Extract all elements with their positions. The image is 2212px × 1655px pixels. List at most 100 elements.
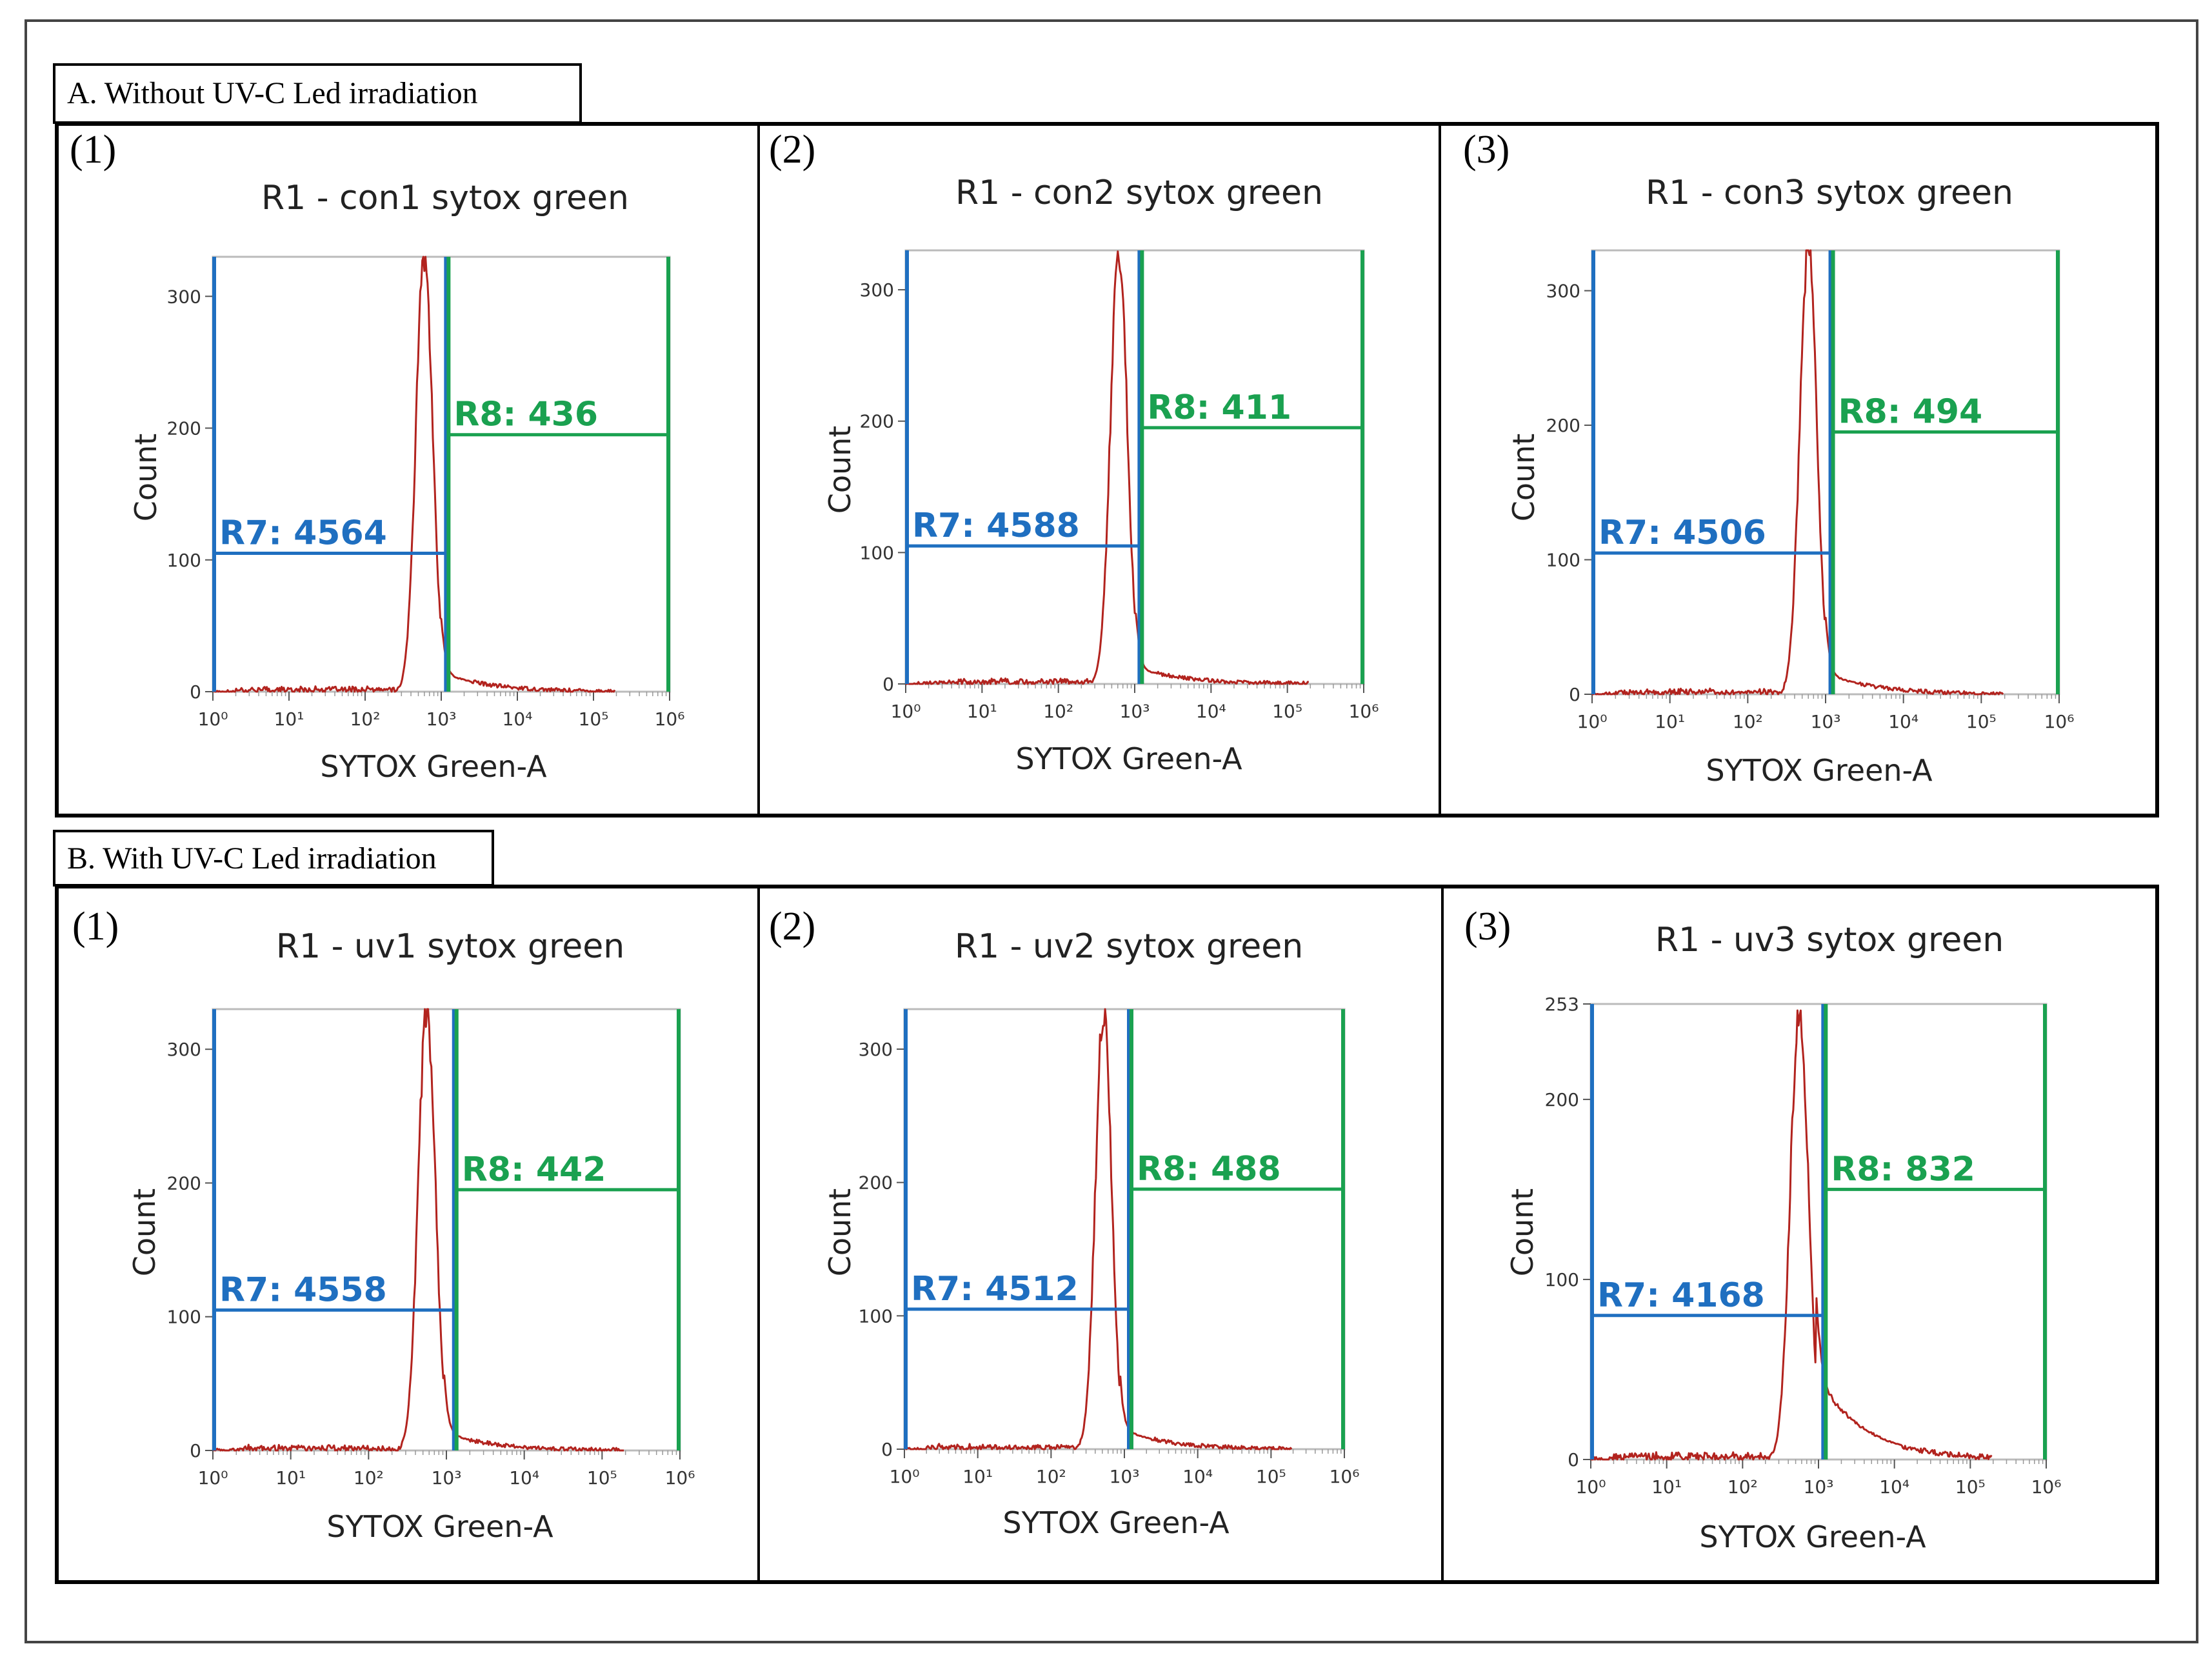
x-tick-label: 10³	[426, 708, 457, 730]
x-tick-label: 10¹	[962, 1466, 993, 1487]
y-tick-label: 100	[167, 550, 201, 571]
section-a-label: A. Without UV-C Led irradiation	[67, 76, 478, 110]
x-tick-label: 10¹	[967, 701, 997, 722]
y-tick-label: 200	[860, 411, 894, 432]
panel-number: (3)	[1464, 905, 1511, 948]
r7-gate-label: R7: 4558	[219, 1270, 387, 1309]
y-tick-label: 200	[167, 418, 201, 439]
x-tick-label: 10²	[1733, 711, 1763, 732]
x-tick-label: 10¹	[1651, 1476, 1682, 1498]
plot-area: 10⁰ 10¹ 10² 10³ 10⁴ 10⁵ 10⁶ 0 100 200 253 R7: 4168 R…	[1545, 994, 2062, 1498]
y-axis-label: Count	[1506, 434, 1541, 522]
x-tick-label: 10⁵	[579, 708, 609, 730]
x-tick-label: 10⁴	[503, 708, 533, 730]
chart-panel-b3: (3) R1 - uv3 sytox green 10⁰ 10¹ 10² 10³ 10⁴…	[1464, 905, 2061, 1554]
x-tick-label: 10⁵	[1256, 1466, 1286, 1487]
x-tick-label: 10⁴	[1879, 1476, 1909, 1498]
y-tick-label: 0	[881, 1439, 893, 1460]
plot-frame	[212, 1008, 681, 1452]
x-tick-label: 10⁵	[587, 1467, 617, 1489]
y-tick-label: 300	[167, 1039, 201, 1060]
histogram-trace	[212, 1008, 624, 1452]
histogram-trace	[903, 1008, 1293, 1450]
x-tick-label: 10⁴	[509, 1467, 539, 1489]
plot-area: 10⁰ 10¹ 10² 10³ 10⁴ 10⁵ 10⁶ 0 100 200 300 R7: 4564 R…	[167, 256, 685, 730]
y-tick-label: 200	[1546, 415, 1580, 436]
x-tick-label: 10⁰	[1576, 1476, 1606, 1498]
x-tick-label: 10³	[1804, 1476, 1834, 1498]
plot-area: 10⁰ 10¹ 10² 10³ 10⁴ 10⁵ 10⁶ 0 100 200 300 R7: 4506 R…	[1546, 249, 2075, 732]
chart-panel-a3: (3) R1 - con3 sytox green 10⁰ 10¹ 10² 10³ 10…	[1463, 128, 2074, 788]
x-tick-label: 10¹	[274, 708, 304, 730]
x-tick-label: 10²	[1728, 1476, 1758, 1498]
x-tick-label: 10⁵	[1272, 701, 1302, 722]
section-b-label-box	[53, 830, 494, 887]
y-tick-label: 200	[859, 1172, 893, 1194]
chart-title: R1 - con3 sytox green	[1646, 174, 2013, 212]
panel-number: (1)	[72, 905, 119, 948]
plot-area: 10⁰ 10¹ 10² 10³ 10⁴ 10⁵ 10⁶ 0 100 200 300 R7: 4588 R…	[860, 249, 1379, 722]
y-tick-label: 253	[1545, 994, 1579, 1015]
y-tick-label: 0	[190, 1440, 201, 1461]
r7-gate-label: R7: 4588	[912, 507, 1080, 545]
x-tick-label: 10⁰	[1577, 711, 1608, 732]
y-tick-label: 100	[860, 542, 894, 563]
chart-panel-b2: (2) R1 - uv2 sytox green 10⁰ 10¹ 10² 10³ 10⁴…	[769, 905, 1359, 1540]
x-tick-label: 10⁴	[1196, 701, 1226, 722]
plot-area: 10⁰ 10¹ 10² 10³ 10⁴ 10⁵ 10⁶ 0 100 200 300 R7: 4512 R…	[859, 1008, 1360, 1487]
x-tick-label: 10⁰	[198, 708, 228, 730]
x-tick-label: 10⁰	[890, 1466, 920, 1487]
x-tick-label: 10⁶	[2044, 711, 2075, 732]
y-tick-label: 0	[190, 681, 201, 703]
x-tick-label: 10⁶	[1330, 1466, 1360, 1487]
r8-gate-label: R8: 488	[1137, 1150, 1281, 1189]
y-tick-label: 300	[860, 279, 894, 301]
x-tick-label: 10⁰	[891, 701, 921, 722]
section-b-label: B. With UV-C Led irradiation	[67, 841, 437, 876]
r8-gate-label: R8: 442	[462, 1150, 606, 1189]
y-tick-label: 100	[859, 1305, 893, 1327]
chart-title: R1 - uv2 sytox green	[955, 927, 1303, 966]
r8-gate-label: R8: 832	[1831, 1150, 1975, 1189]
r8-gate-label: R8: 436	[453, 396, 598, 434]
plot-frame	[904, 249, 1365, 685]
x-tick-label: 10²	[350, 708, 381, 730]
r7-gate-label: R7: 4564	[219, 514, 387, 553]
x-axis-label: SYTOX Green-A	[1699, 1520, 1926, 1554]
panel-number: (3)	[1463, 128, 1510, 172]
section-b: B. With UV-C Led irradiation	[53, 830, 2159, 1584]
x-axis-label: SYTOX Green-A	[320, 749, 547, 784]
x-tick-label: 10⁵	[1966, 711, 1997, 732]
x-tick-label: 10⁰	[198, 1467, 228, 1489]
x-tick-label: 10²	[354, 1467, 384, 1489]
x-tick-label: 10⁴	[1888, 711, 1918, 732]
chart-title: R1 - uv3 sytox green	[1655, 921, 2004, 959]
y-tick-label: 300	[167, 286, 201, 307]
x-axis-label: SYTOX Green-A	[1706, 753, 1933, 788]
y-tick-label: 100	[1546, 550, 1580, 571]
y-axis-label: Count	[128, 434, 163, 522]
x-tick-label: 10³	[432, 1467, 462, 1489]
x-tick-label: 10¹	[275, 1467, 306, 1489]
plot-frame	[1589, 1003, 2048, 1461]
chart-panel-b1: (1) R1 - uv1 sytox green 10⁰ 10¹ 10² 10³ 10⁴…	[72, 905, 695, 1544]
r8-gate-label: R8: 411	[1147, 388, 1291, 427]
chart-panel-a2: (2) R1 - con2 sytox green 10⁰ 10¹ 10² 10³ 10…	[769, 128, 1379, 776]
x-tick-label: 10³	[1110, 1466, 1140, 1487]
x-tick-label: 10³	[1811, 711, 1841, 732]
histogram-trace	[1590, 1009, 1993, 1461]
panel-number: (2)	[769, 128, 815, 172]
x-tick-label: 10²	[1036, 1466, 1066, 1487]
x-tick-label: 10⁴	[1182, 1466, 1213, 1487]
x-tick-label: 10⁶	[1349, 701, 1379, 722]
y-tick-label: 100	[167, 1307, 201, 1328]
y-axis-label: Count	[1505, 1189, 1540, 1277]
section-a: A. Without UV-C Led irradiation	[53, 63, 2159, 817]
x-tick-label: 10⁶	[655, 708, 685, 730]
y-tick-label: 200	[1545, 1089, 1579, 1110]
x-tick-label: 10²	[1043, 701, 1073, 722]
y-tick-label: 0	[1569, 684, 1580, 705]
y-tick-label: 0	[1568, 1449, 1579, 1470]
panel-number: (1)	[70, 128, 116, 172]
